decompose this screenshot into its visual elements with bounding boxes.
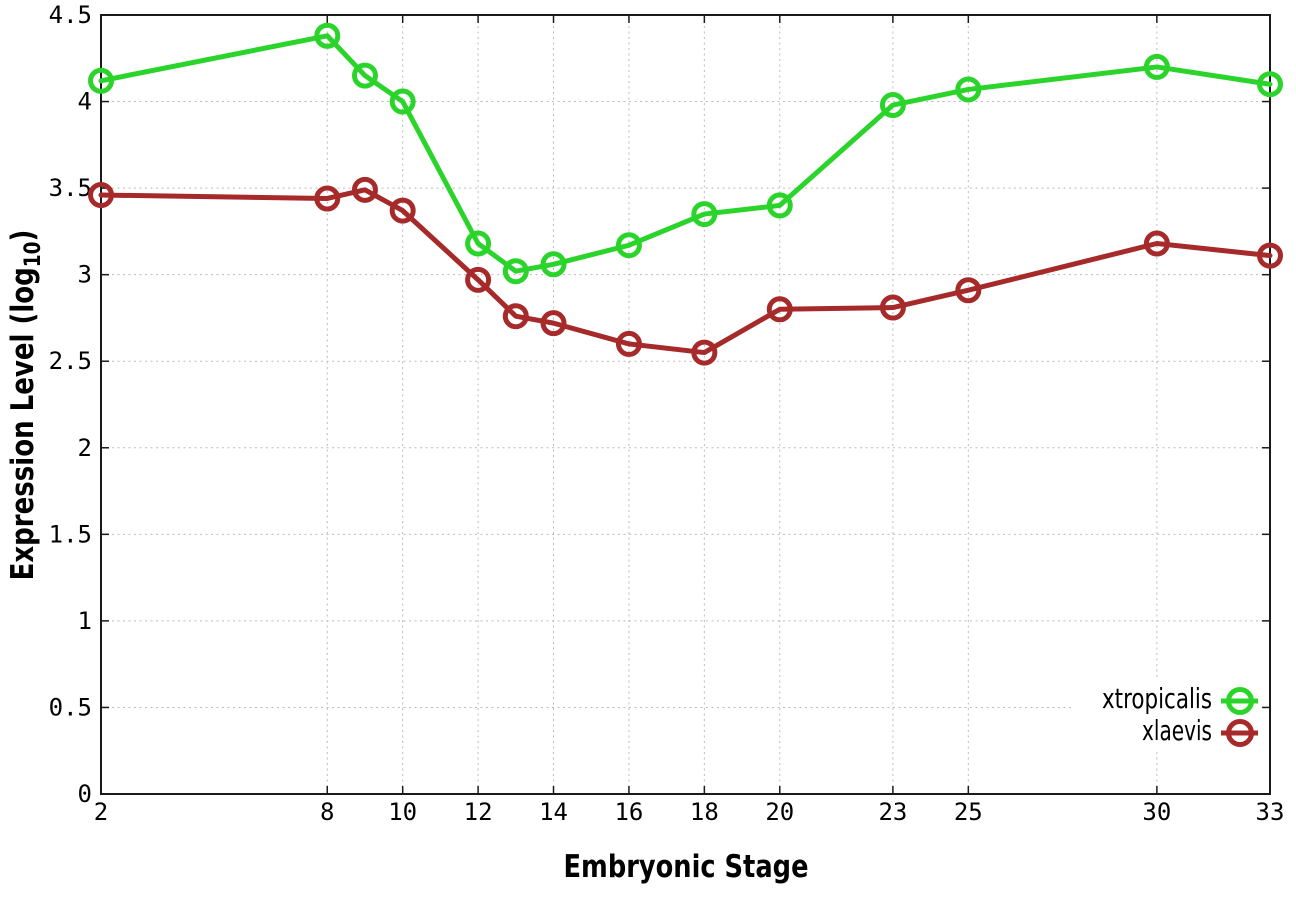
y-tick-labels: 0 0.5 1 1.5 2 2.5 3 3.5 4 4.5 [49, 1, 92, 808]
data-point-marker [1143, 230, 1170, 257]
y-tick-label: 1.5 [49, 520, 92, 548]
data-point-marker [465, 266, 492, 293]
data-point-marker [351, 176, 378, 203]
x-tick-labels: 2 8 10 12 14 16 18 20 23 25 30 33 [94, 798, 1285, 826]
data-point-marker [766, 192, 793, 219]
y-axis-label: Expression Level (log10) [4, 230, 46, 581]
data-point-marker [88, 67, 114, 94]
data-point-marker [389, 197, 416, 224]
data-point-marker [1143, 53, 1170, 80]
data-point-marker [879, 92, 906, 119]
x-tick-label: 10 [388, 798, 417, 826]
x-axis-label: Embryonic Stage [564, 849, 809, 885]
x-tick-label: 16 [614, 798, 643, 826]
data-point-marker [502, 258, 529, 285]
data-point-marker [615, 330, 642, 357]
data-point-marker [879, 294, 906, 321]
x-tick-label: 18 [690, 798, 719, 826]
data-point-marker [351, 62, 378, 89]
x-tick-label: 23 [878, 798, 907, 826]
y-tick-label: 3.5 [49, 174, 92, 202]
x-tick-label: 30 [1142, 798, 1171, 826]
data-point-marker [465, 230, 492, 257]
series-markers-xtropicalis [88, 22, 1283, 285]
x-tick-label: 20 [765, 798, 794, 826]
y-tick-label: 3 [78, 261, 92, 289]
x-tick-label: 25 [954, 798, 983, 826]
y-tick-label: 0.5 [49, 693, 92, 721]
y-tick-label: 4 [78, 88, 92, 116]
y-tick-label: 0 [78, 780, 92, 808]
data-point-marker [766, 296, 793, 323]
legend-marker-icon [1226, 719, 1254, 747]
data-point-marker [314, 185, 341, 212]
data-point-marker [540, 251, 567, 278]
grid [101, 15, 1270, 794]
x-tick-label: 33 [1256, 798, 1285, 826]
y-tick-label: 2 [78, 434, 92, 462]
legend-label: xlaevis [1142, 714, 1212, 747]
data-point-marker [691, 339, 718, 366]
data-point-marker [389, 88, 416, 115]
data-point-marker [955, 76, 982, 103]
svg-text:Expression Level (log10): Expression Level (log10) [4, 230, 46, 581]
axis-ticks [100, 14, 1271, 795]
data-point-marker [314, 22, 341, 49]
data-point-marker [955, 277, 982, 304]
data-point-marker [1257, 71, 1283, 98]
x-tick-label: 12 [464, 798, 493, 826]
y-tick-label: 1 [78, 607, 92, 635]
data-point-marker [1257, 242, 1283, 269]
data-point-marker [615, 232, 642, 259]
legend-label: xtropicalis [1102, 682, 1212, 715]
x-tick-label: 14 [539, 798, 568, 826]
data-point-marker [540, 310, 567, 337]
data-point-marker [502, 303, 529, 330]
legend-entry-xlaevis: xlaevis [1142, 714, 1258, 747]
y-tick-label: 4.5 [49, 1, 92, 29]
legend-marker-icon [1226, 687, 1254, 715]
data-point-marker [88, 182, 114, 209]
x-tick-label: 8 [320, 798, 334, 826]
plot-border [100, 14, 1271, 795]
data-point-marker [691, 201, 718, 228]
legend-entry-xtropicalis: xtropicalis [1102, 682, 1258, 715]
y-tick-label: 2.5 [49, 347, 92, 375]
x-tick-label: 2 [94, 798, 108, 826]
series-markers-xlaevis [88, 176, 1283, 366]
